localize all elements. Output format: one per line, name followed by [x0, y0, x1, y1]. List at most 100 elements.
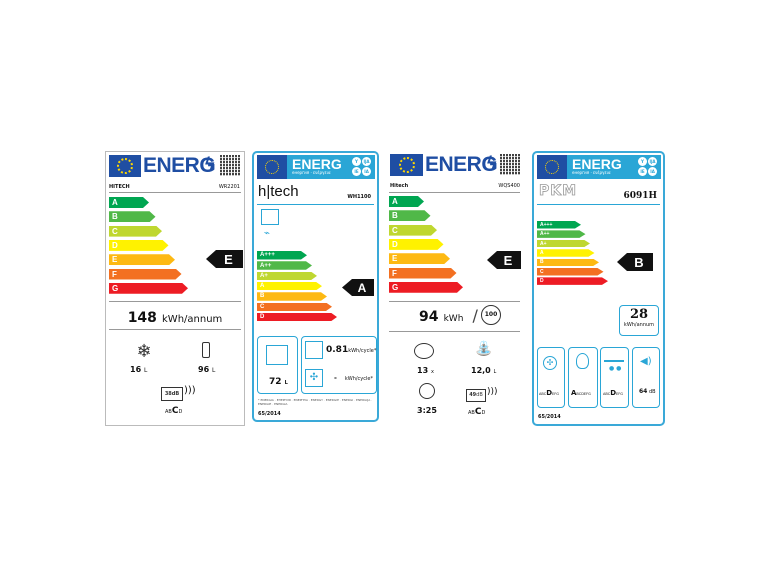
model: WQS400 — [498, 183, 520, 189]
lang-badge: Y — [352, 157, 361, 166]
consumption-unit: kWh/annum — [623, 322, 655, 328]
qr-code-icon — [500, 154, 521, 175]
divider — [389, 192, 520, 193]
noise-unit: dB — [171, 391, 180, 397]
energy-label-range-hood: ENERG енергия · ενέργεια Y IJA IE IA PKM 60… — [532, 151, 665, 426]
fan-consumption: - kWh/cycle* — [334, 374, 373, 382]
energy-class-bar-b: B — [537, 259, 599, 267]
qr-code-icon — [220, 155, 241, 176]
energy-class-bar-d: D — [109, 240, 169, 251]
regulation: 65/2014 — [258, 411, 281, 417]
fluid-dynamic-box: ✣ ABCDEFG — [537, 347, 565, 408]
cycles-value: 100 — [484, 311, 498, 318]
cavity-volume-box: 72 L — [257, 336, 298, 394]
grease-filter-icon — [604, 360, 624, 362]
energy-title: ENERG — [425, 153, 498, 176]
bulb-icon — [576, 353, 589, 369]
place-settings-unit: x — [430, 369, 434, 375]
programme-duration: 3:25 — [417, 406, 437, 415]
consumption-unit: kWh — [443, 314, 464, 324]
rating-arrow: E — [206, 250, 243, 268]
speaker-icon: 49dB — [466, 389, 486, 402]
class-post: EFG — [616, 392, 623, 396]
energy-title: ENERG — [292, 156, 342, 172]
energy-class-bar-a: A — [537, 249, 595, 257]
energy-class-bar-f: F — [109, 269, 182, 280]
consumption-unit: kWh/annum — [162, 314, 223, 325]
clock-icon — [419, 383, 435, 399]
lang-badge: IE — [352, 167, 361, 176]
model: 6091H — [623, 191, 657, 201]
sound-waves-icon: ))) — [184, 385, 196, 396]
consumption-value: 148 — [127, 310, 157, 326]
noise-value: 49 — [469, 392, 477, 398]
sound-icon: ◀) — [640, 356, 652, 367]
energy-class-bar-c: C — [109, 226, 162, 237]
energy-class-bar-b: B — [257, 292, 327, 301]
grease-filter-box: ● ● ABCDEFG — [600, 347, 629, 408]
noise-value: 38 — [164, 391, 172, 397]
rating-arrow: E — [487, 251, 521, 269]
energy-class-bar-d: D — [257, 313, 337, 322]
rating-arrow: B — [617, 253, 653, 271]
energy-class-bar-ap: A+ — [257, 272, 317, 281]
volume-value: 72 — [269, 377, 282, 387]
eu-flag-icon — [257, 155, 287, 179]
class-post: EFG — [552, 392, 559, 396]
annual-consumption: 148 kWh/annum — [106, 307, 244, 326]
volume-unit: L — [284, 380, 288, 386]
plates-icon — [414, 343, 434, 359]
noise-unit: dB — [648, 389, 656, 395]
fan-unit: kWh/cycle* — [344, 376, 373, 382]
noise-class-active: C — [171, 406, 179, 416]
brand-logo: PKM — [539, 183, 578, 200]
language-badges: Y IJA IE IA — [638, 157, 658, 176]
sound-waves-icon: ))) — [487, 387, 498, 397]
energy-title: ENERG — [572, 156, 622, 172]
divider — [109, 329, 241, 330]
grease-class: ABCDEFG — [603, 389, 623, 397]
energy-class-bar-c: C — [257, 303, 332, 312]
conventional-value: 0.81 — [326, 345, 349, 355]
brand: HITECH — [109, 184, 130, 190]
water-consumption: 12,0 L — [471, 366, 496, 375]
place-settings: 13 x — [417, 366, 434, 375]
energy-class-bar-d: D — [537, 277, 608, 285]
footnote: * ENERGIA · ЕНЕРГИЯ · ΕΝΕΡΓΕΙΑ · ENERGY … — [258, 398, 373, 406]
noise-class-pre: AB — [165, 409, 172, 415]
fan-icon: ✣ — [543, 356, 557, 370]
language-badges: Y IJA IE IA — [352, 157, 372, 176]
divider — [109, 301, 241, 302]
noise-value: 64 — [639, 388, 648, 395]
consumption-value: 94 — [419, 309, 439, 325]
lang-badge: Y — [638, 157, 647, 166]
oven-icon — [261, 209, 279, 225]
snowflake-icon: ❄ — [136, 341, 152, 362]
energy-class-bar-b: B — [389, 210, 431, 221]
energy-class-bar-c: C — [537, 268, 604, 276]
plug-icon: ⌁ — [264, 228, 271, 239]
lighting-box: ABCDEFG — [568, 347, 598, 408]
rating-arrow: A — [342, 279, 374, 296]
noise-class-post: D — [481, 410, 486, 416]
speaker-icon: 38dB — [161, 387, 183, 401]
fridge-icon — [202, 342, 210, 358]
fridge-volume: 96 L — [198, 365, 215, 374]
noise-class-pre: AB — [468, 410, 475, 416]
annual-consumption-box: 28 kWh/annum — [619, 305, 659, 336]
energy-class-bar-c: C — [389, 225, 437, 236]
energy-title: ENERG — [143, 154, 216, 177]
consumption-value: 28 — [629, 307, 649, 322]
lang-badge: IE — [638, 167, 647, 176]
energy-class-bar-f: F — [389, 268, 457, 279]
fluid-class: ABCDEFG — [539, 389, 559, 397]
light-class: ABCDEFG — [571, 389, 591, 397]
noise-class: ABCD — [165, 406, 182, 416]
energy-class-bar-e: E — [109, 254, 175, 265]
noise-class: ABCD — [468, 407, 485, 417]
energy-header: ENERG енергия · ενέργεια Y IJA IE IA — [257, 155, 375, 179]
energy-class-bar-appp: A+++ — [537, 221, 581, 229]
slash: / — [472, 306, 478, 325]
freezer-volume: 16 L — [130, 365, 147, 374]
